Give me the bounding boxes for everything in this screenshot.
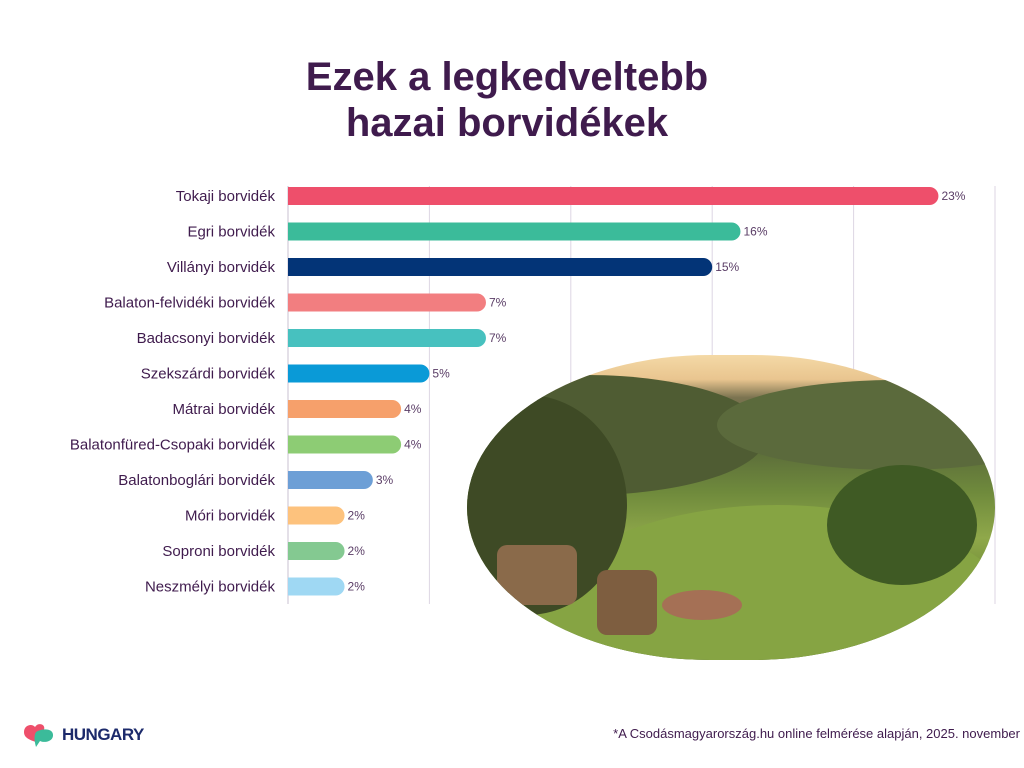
category-label: Mátrai borvidék [172,401,275,418]
bar [288,577,345,596]
value-label: 5% [432,367,450,381]
bar [288,329,486,347]
bar [288,400,402,418]
bar [288,187,939,205]
bar [288,506,345,525]
bar [288,471,373,489]
bar [288,293,486,312]
source-footnote: *A Csodásmagyarország.hu online felmérés… [613,726,1020,741]
bar [288,364,430,383]
value-label: 7% [489,331,507,345]
value-label: 16% [743,225,767,239]
bar [288,258,713,276]
category-label: Villányi borvidék [167,259,276,276]
hungary-logo: HUNGARY [22,722,144,748]
category-label: Egri borvidék [187,224,275,241]
logo-text: HUNGARY [62,725,144,744]
vineyard-photo [467,355,995,660]
bar [288,435,402,454]
value-label: 7% [489,296,507,310]
value-label: 3% [376,473,394,487]
category-label: Szekszárdi borvidék [141,366,276,383]
title-line-2: hazai borvidékek [345,101,669,145]
title-line-1: Ezek a legkedveltebb [305,55,709,99]
category-label: Tokaji borvidék [176,188,276,205]
category-label: Balaton-felvidéki borvidék [104,295,275,312]
value-label: 4% [404,438,422,452]
value-label: 2% [348,580,366,594]
value-label: 2% [348,509,366,523]
value-label: 2% [348,544,366,558]
category-label: Móri borvidék [185,508,276,525]
page-title: Ezek a legkedveltebb hazai borvidékek [0,54,1014,146]
category-label: Balatonboglári borvidék [118,472,275,489]
value-label: 15% [715,260,739,274]
value-label: 4% [404,402,422,416]
bar [288,542,345,560]
category-label: Soproni borvidék [162,543,275,560]
bar [288,222,741,241]
category-label: Balatonfüred-Csopaki borvidék [70,437,276,454]
category-label: Neszmélyi borvidék [145,579,276,596]
value-label: 23% [941,189,965,203]
logo-icon [24,724,54,747]
category-label: Badacsonyi borvidék [137,330,276,347]
